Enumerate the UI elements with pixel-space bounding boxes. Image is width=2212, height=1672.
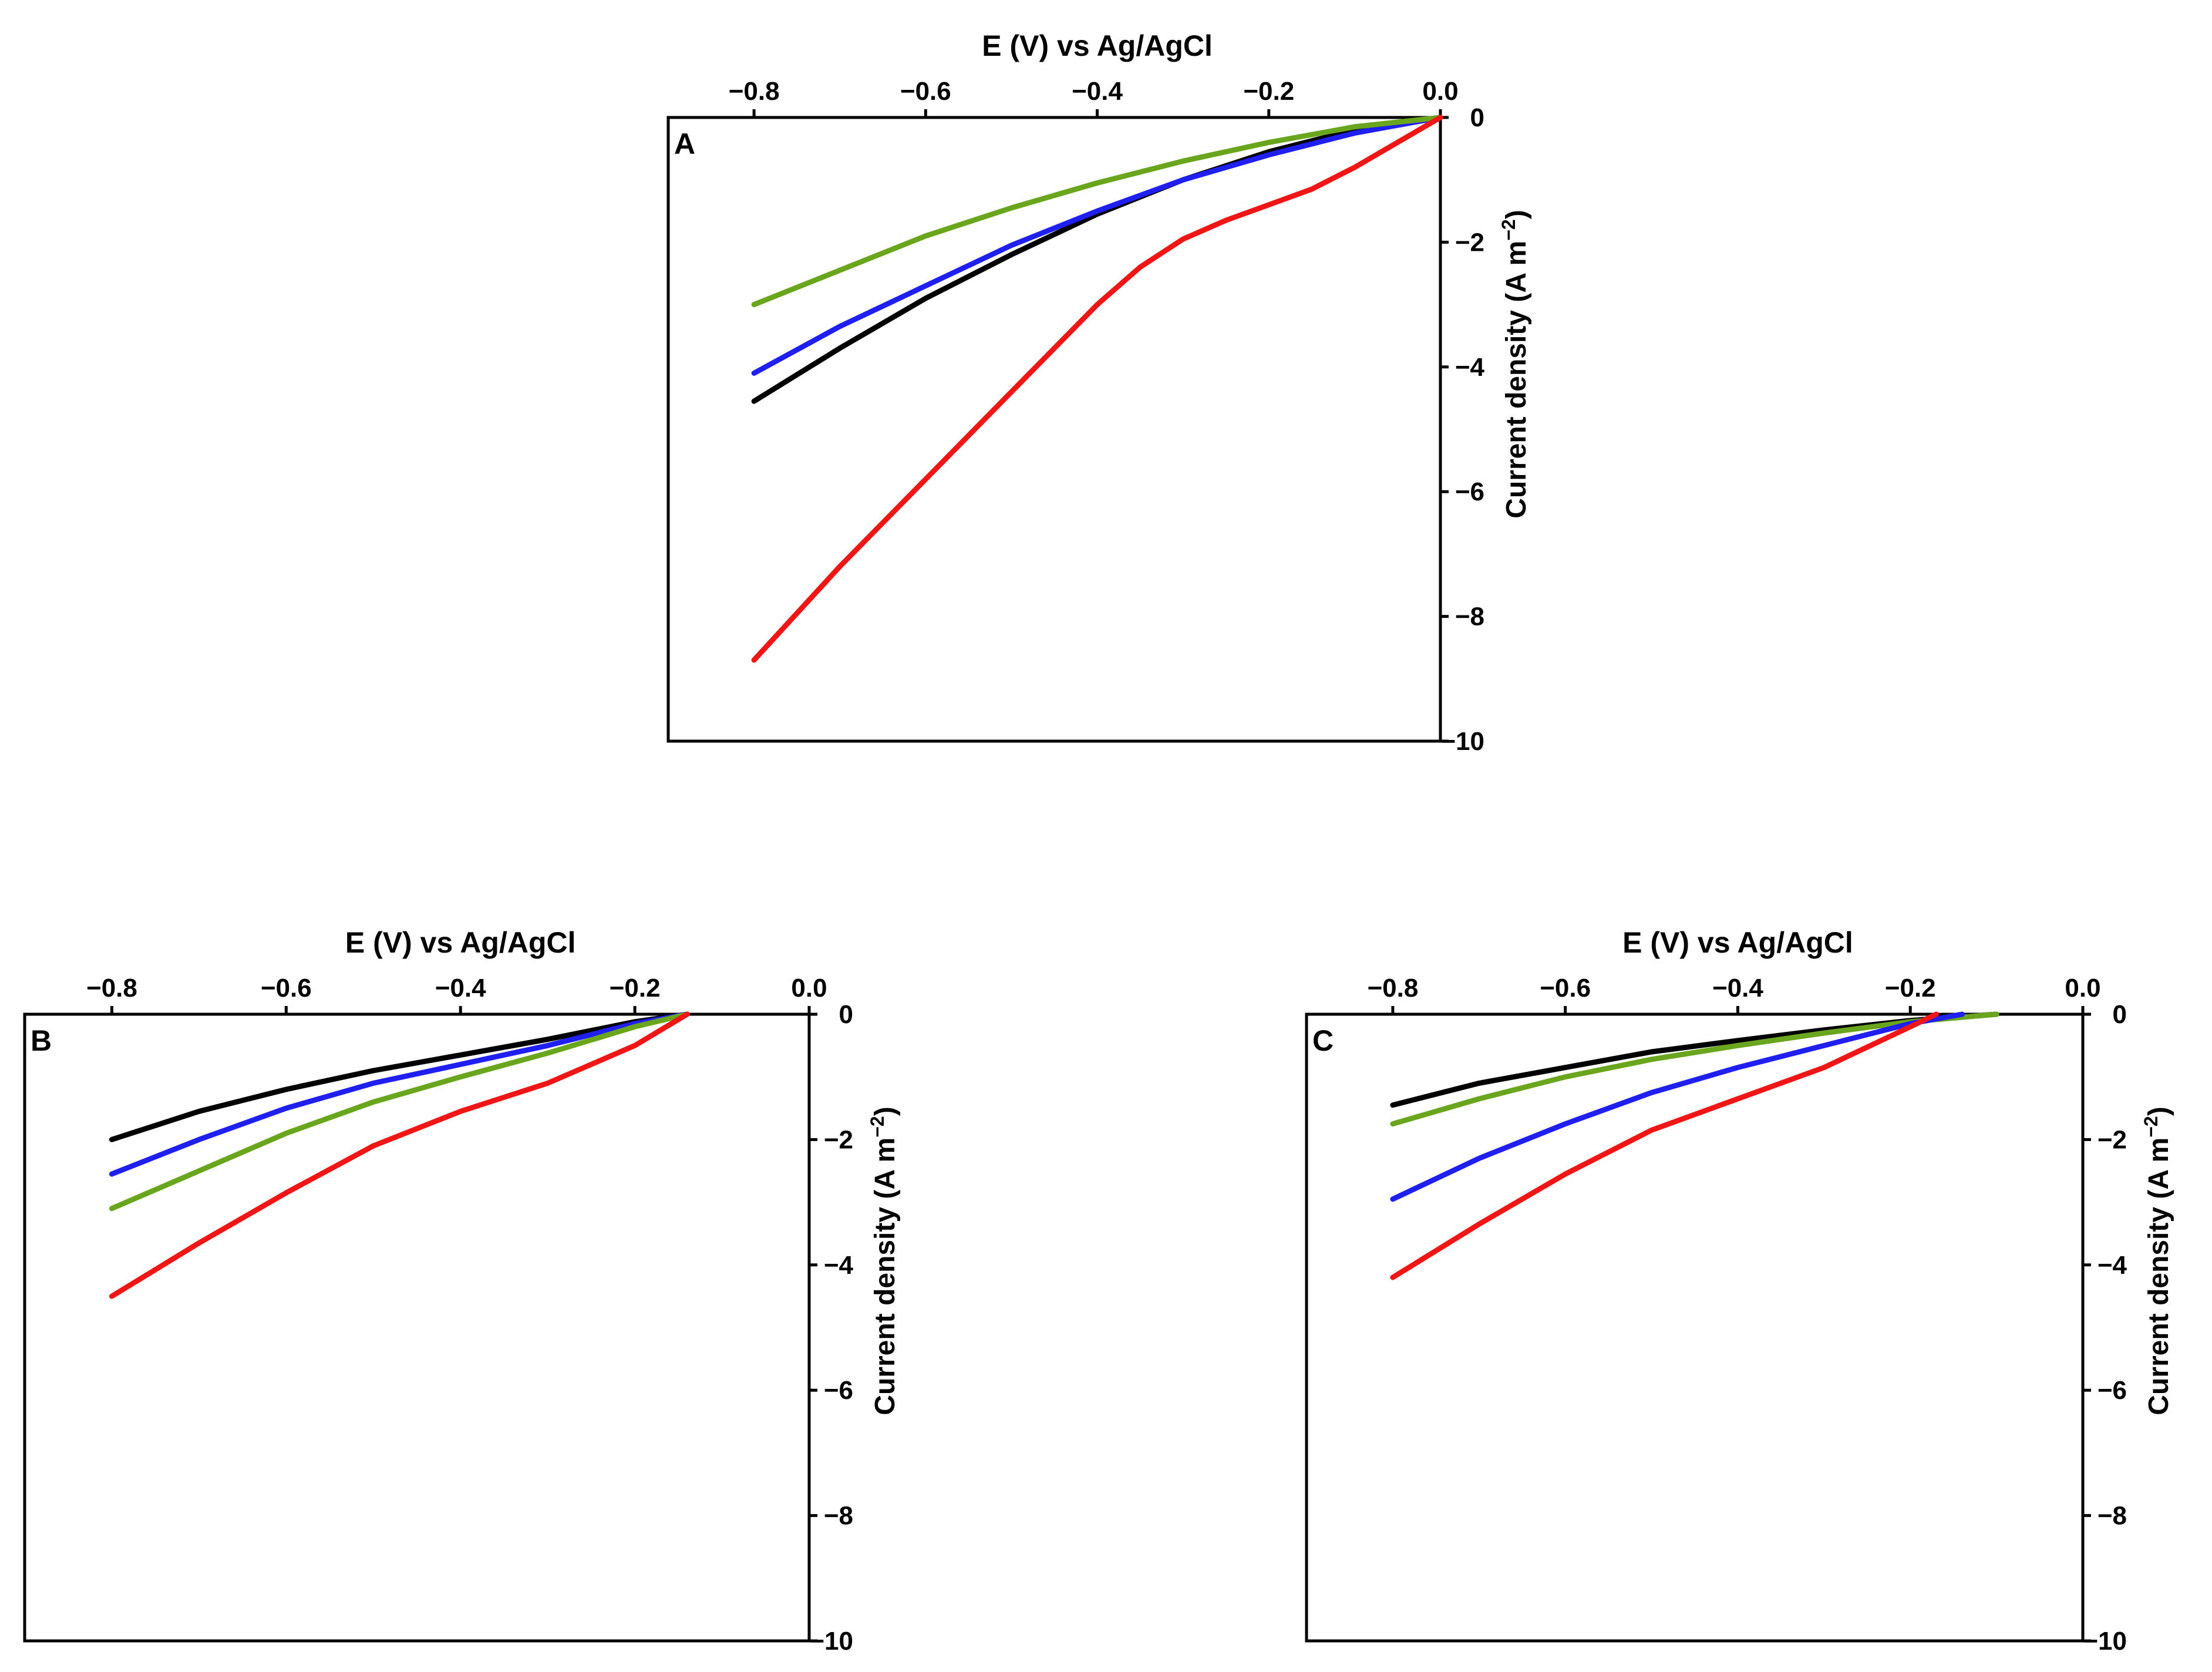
y-tick-label: 0	[2113, 1000, 2127, 1029]
series-blue-line	[1390, 1011, 1965, 1202]
y-tick-label: 0	[1470, 103, 1484, 132]
x-tick-label: −0.2	[1243, 77, 1294, 106]
series-blue-line	[109, 1011, 690, 1177]
series-red-line	[1390, 1011, 1939, 1280]
y-tick-label: −2	[1455, 228, 1484, 257]
x-tick-label: −0.2	[610, 974, 661, 1002]
y-tick-label: −4	[1455, 353, 1485, 382]
y-tick-label: −10	[2083, 1627, 2127, 1656]
x-tick-label: 0.0	[2065, 974, 2100, 1002]
panel-B: E (V) vs Ag/AgCl −0.8 −0.6 −0.4 −0.2 0.0 0 −2 −4…	[23, 926, 901, 1656]
x-axis-title: E (V) vs Ag/AgCl	[1622, 926, 1853, 959]
series-green-line	[751, 115, 1443, 308]
x-tick-label: 0.0	[1422, 77, 1458, 106]
x-tick-label: −0.8	[1367, 974, 1418, 1002]
y-tick-label: −4	[824, 1251, 854, 1280]
y-tick-label: −6	[824, 1376, 853, 1405]
panel-letter: C	[1312, 1024, 1334, 1057]
series-green-line	[109, 1011, 690, 1212]
x-tick-label: −0.4	[1712, 974, 1763, 1002]
panel-C: E (V) vs Ag/AgCl −0.8 −0.6 −0.4 −0.2 0.0 0 −2 −4…	[1305, 926, 2174, 1656]
y-axis-title: Current density (A m−2)	[2140, 1106, 2174, 1415]
y-axis-title: Current density (A m−2)	[1498, 210, 1532, 518]
x-tick-label: −0.8	[729, 77, 780, 106]
y-tick-label: −4	[2097, 1251, 2127, 1280]
y-axis-title: Current density (A m−2)	[867, 1106, 901, 1415]
y-tick-label: −6	[2097, 1376, 2127, 1405]
y-tick-label: 0	[839, 1000, 853, 1029]
x-tick-label: −0.6	[900, 77, 951, 106]
y-tick-label: −2	[2097, 1125, 2127, 1154]
y-tick-label: −10	[809, 1627, 853, 1656]
x-tick-label: −0.6	[1540, 974, 1591, 1002]
plot-frame	[23, 1012, 811, 1643]
x-tick-label: −0.8	[86, 974, 137, 1002]
x-axis-title: E (V) vs Ag/AgCl	[345, 926, 576, 959]
series-black-line	[751, 115, 1443, 404]
x-tick-label: −0.4	[435, 974, 486, 1002]
x-tick-label: −0.6	[261, 974, 312, 1002]
y-tick-label: −8	[1455, 603, 1484, 631]
series-red-line	[109, 1011, 690, 1299]
y-tick-label: −8	[824, 1502, 853, 1530]
x-tick-label: −0.2	[1885, 974, 1936, 1002]
y-tick-label: −2	[824, 1125, 853, 1154]
panel-letter: B	[31, 1024, 52, 1057]
x-axis-title: E (V) vs Ag/AgCl	[982, 29, 1213, 62]
x-tick-label: −0.4	[1072, 77, 1123, 106]
plot-frame	[1305, 1012, 2085, 1643]
series-green-line	[1390, 1011, 1999, 1127]
y-tick-label: −8	[2097, 1502, 2127, 1530]
panel-letter: A	[674, 127, 695, 160]
y-tick-label: −6	[1455, 477, 1484, 506]
y-tick-label: −10	[1440, 727, 1484, 756]
x-tick-label: 0.0	[791, 974, 827, 1002]
panel-A: E (V) vs Ag/AgCl −0.8 −0.6 −0.4 −0.2 0.0 0 −2 −4…	[666, 29, 1532, 756]
plot-frame	[666, 116, 1442, 743]
series-red-line	[751, 115, 1443, 663]
series-blue-line	[751, 115, 1443, 376]
